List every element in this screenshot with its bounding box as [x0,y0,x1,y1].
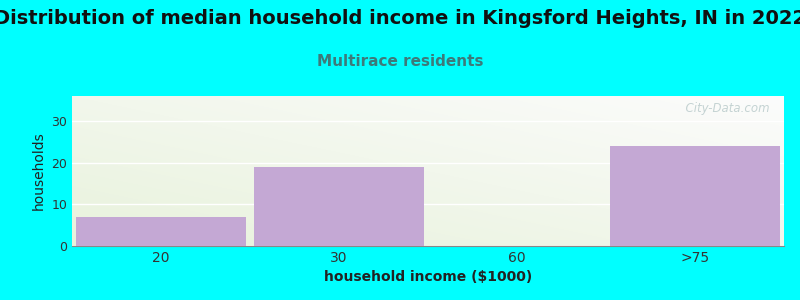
Text: Multirace residents: Multirace residents [317,54,483,69]
Text: City-Data.com: City-Data.com [678,102,770,115]
Y-axis label: households: households [32,132,46,210]
X-axis label: household income ($1000): household income ($1000) [324,270,532,284]
Bar [254,167,423,246]
Text: Distribution of median household income in Kingsford Heights, IN in 2022: Distribution of median household income … [0,9,800,28]
Bar [77,217,246,246]
Bar [610,146,779,246]
